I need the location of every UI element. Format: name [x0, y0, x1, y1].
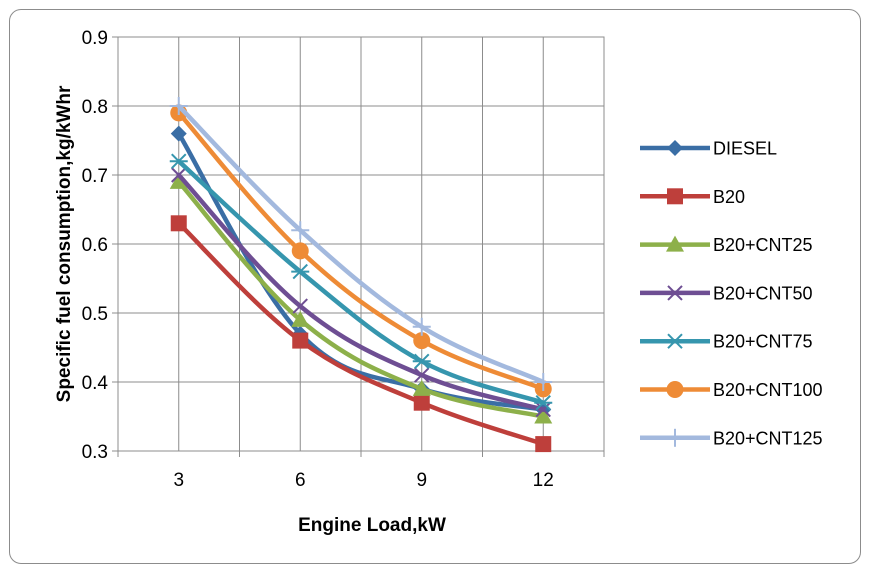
series-line-b20-cnt50	[176, 172, 546, 412]
series-b20	[170, 215, 552, 453]
data-point-b20-cnt25	[291, 310, 310, 327]
data-point-diesel	[170, 125, 187, 142]
data-point-b20-cnt50	[292, 298, 308, 314]
data-point-b20-cnt25	[534, 407, 553, 424]
legend-marker-b20-cnt125	[666, 428, 684, 447]
legend-label-b20: B20	[713, 187, 745, 207]
legend-item-b20-cnt25: B20+CNT25	[640, 235, 813, 255]
series-b20-cnt125	[169, 97, 553, 391]
x-tick-labels: 3 6 9 12	[173, 470, 553, 491]
legend-marker-b20-cnt100	[666, 381, 684, 398]
legend-item-b20-cnt50: B20+CNT50	[640, 283, 813, 303]
legend-marker-b20	[667, 188, 683, 205]
data-point-b20-cnt50-stroke	[535, 401, 551, 418]
data-point-b20-cnt50	[171, 167, 187, 183]
series-line-b20-cnt125	[176, 103, 546, 385]
y-tick-labels: 0.3 0.4 0.5 0.6 0.7 0.8 0.9	[82, 28, 109, 463]
series-b20-cnt75	[169, 153, 553, 411]
legend-label-b20-cnt50: B20+CNT50	[713, 283, 813, 303]
legend-marker-b20-cnt50-stroke	[667, 285, 683, 301]
legend: DIESEL B20 B20+CNT25 B20+CNT50 B20+CNT75 B20+…	[640, 139, 823, 448]
data-point-b20-cnt50	[535, 401, 551, 418]
legend-label-b20-cnt25: B20+CNT25	[713, 235, 813, 255]
series-line-b20-cnt25	[176, 179, 546, 419]
chart-frame	[9, 9, 861, 564]
data-point-b20	[413, 394, 430, 411]
data-point-b20-cnt125	[412, 317, 431, 336]
data-point-b20-cnt50-stroke	[292, 298, 308, 314]
legend-label-b20-cnt75: B20+CNT75	[713, 332, 813, 352]
data-point-b20-cnt25	[169, 172, 188, 189]
data-point-b20-cnt100	[291, 242, 309, 260]
legend-marker-b20-cnt75	[666, 333, 684, 349]
data-point-b20-cnt125	[291, 221, 310, 240]
legend-item-b20-cnt75: B20+CNT75	[640, 332, 813, 352]
series-line-b20-cnt75	[176, 158, 546, 405]
legend-item-b20-cnt100: B20+CNT100	[640, 380, 823, 400]
y-tick-label: 0.3	[82, 442, 108, 463]
x-tick-label: 6	[295, 470, 306, 491]
data-point-b20-cnt50-stroke	[171, 167, 187, 183]
series-line-b20	[176, 221, 546, 447]
x-axis-title: Engine Load,kW	[298, 515, 446, 536]
data-point-b20-cnt125	[534, 373, 553, 391]
x-tick-label: 3	[173, 470, 184, 491]
y-axis-title: Specific fuel consumption,kg/kWhr	[54, 85, 75, 402]
series-b20-cnt50	[171, 167, 551, 418]
data-point-b20-cnt125	[169, 97, 188, 115]
y-tick-label: 0.6	[82, 235, 108, 256]
data-point-b20	[292, 332, 309, 349]
legend-label-b20-cnt125: B20+CNT125	[713, 428, 823, 448]
legend-item-b20: B20	[640, 187, 745, 207]
y-tick-label: 0.8	[82, 97, 108, 118]
y-tick-label: 0.7	[82, 166, 108, 187]
data-point-b20-cnt75	[412, 353, 431, 370]
legend-item-diesel: DIESEL	[640, 139, 777, 159]
y-tick-label: 0.4	[82, 373, 109, 394]
data-point-b20	[535, 436, 552, 453]
y-tick-label: 0.5	[82, 304, 108, 325]
gridlines	[118, 36, 604, 452]
data-point-b20-cnt100	[413, 332, 431, 350]
data-point-b20-cnt50-stroke	[414, 367, 430, 383]
data-point-b20-cnt75	[291, 263, 310, 280]
y-tick-label: 0.9	[82, 28, 108, 49]
legend-label-diesel: DIESEL	[713, 139, 777, 159]
series-layer	[169, 97, 553, 453]
legend-item-b20-cnt125: B20+CNT125	[640, 428, 823, 448]
data-point-b20-cnt25	[412, 379, 431, 396]
series-b20-cnt25	[169, 172, 553, 424]
axes	[112, 36, 605, 457]
data-point-b20	[170, 215, 187, 232]
x-tick-label: 12	[533, 470, 554, 491]
data-point-b20-cnt75	[534, 394, 553, 411]
x-tick-label: 9	[416, 470, 427, 491]
legend-marker-diesel	[667, 140, 683, 156]
legend-label-b20-cnt100: B20+CNT100	[713, 380, 823, 400]
data-point-b20-cnt50	[414, 367, 430, 383]
legend-marker-b20-cnt50	[667, 285, 683, 301]
legend-marker-b20-cnt25	[666, 235, 684, 252]
series-line-b20-cnt100	[176, 110, 546, 392]
data-point-b20-cnt75	[169, 153, 188, 169]
